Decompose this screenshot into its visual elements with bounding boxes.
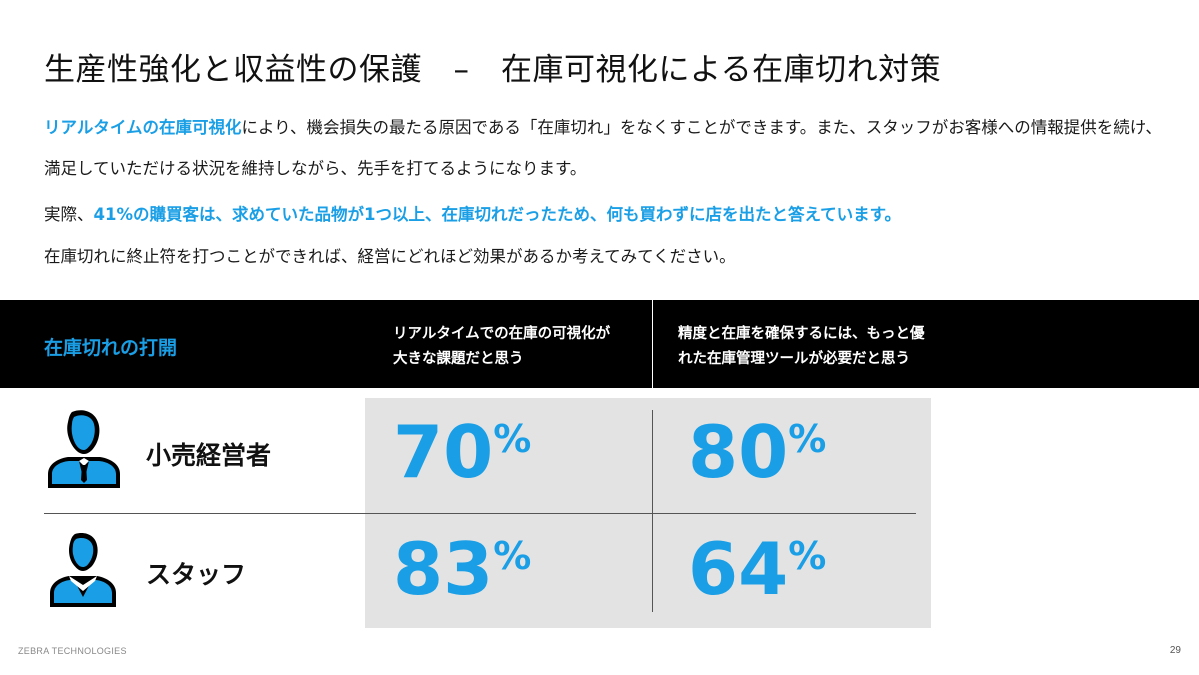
percent-sign: % [788, 417, 827, 461]
intro-paragraph-3: 実際、41%の購買客は、求めていた品物が1つ以上、在庫切れだったため、何も買わず… [44, 201, 901, 225]
table-header-band [0, 300, 1199, 388]
stat-staff-tools: 64% [688, 533, 826, 605]
staff-icon [49, 533, 125, 613]
stat-staff-visibility: 83% [393, 533, 531, 605]
intro-highlight-1: リアルタイムの在庫可視化 [44, 118, 242, 137]
row-label-staff: スタッフ [146, 560, 247, 589]
column-header-1-line-2: 大きな課題だと思う [393, 351, 524, 367]
row-label-manager: 小売経営者 [146, 441, 272, 470]
table-header-label: 在庫切れの打開 [44, 337, 178, 359]
stat-manager-tools: 80% [688, 416, 826, 488]
column-header-1: リアルタイムでの在庫の可視化が 大きな課題だと思う [393, 322, 610, 372]
intro-text-1: により、機会損失の最たる原因である「在庫切れ」をなくすことができます。また、スタ… [241, 118, 1162, 137]
stat-value: 64 [688, 527, 789, 611]
page-title: 生産性強化と収益性の保護 – 在庫可視化による在庫切れ対策 [44, 52, 942, 88]
footer-company: ZEBRA TECHNOLOGIES [18, 646, 127, 656]
column-header-2-line-1: 精度と在庫を確保するには、もっと優 [678, 326, 925, 342]
stat-value: 80 [688, 410, 789, 494]
column-header-2: 精度と在庫を確保するには、もっと優 れた在庫管理ツールが必要だと思う [678, 322, 925, 372]
header-divider [652, 300, 653, 388]
intro-paragraph-2: 満足していただける状況を維持しながら、先手を打てるようになります。 [44, 159, 587, 178]
manager-icon [46, 410, 126, 494]
stat-manager-visibility: 70% [393, 416, 531, 488]
column-divider [652, 410, 653, 612]
intro-highlight-3: 41%の購買客は、求めていた品物が1つ以上、在庫切れだったため、何も買わずに店を… [93, 205, 902, 224]
stat-value: 70 [393, 410, 494, 494]
intro-paragraph-4: 在庫切れに終止符を打つことができれば、経営にどれほど効果があるか考えてみてくださ… [44, 247, 736, 266]
percent-sign: % [493, 417, 532, 461]
row-divider [44, 513, 916, 514]
percent-sign: % [788, 534, 827, 578]
stat-value: 83 [393, 527, 494, 611]
column-header-2-line-2: れた在庫管理ツールが必要だと思う [678, 351, 910, 367]
page-number: 29 [1169, 645, 1181, 656]
column-header-1-line-1: リアルタイムでの在庫の可視化が [393, 326, 611, 342]
intro-paragraph-1: リアルタイムの在庫可視化により、機会損失の最たる原因である「在庫切れ」をなくすこ… [44, 114, 1162, 138]
percent-sign: % [493, 534, 532, 578]
intro-lead-3: 実際、 [44, 205, 94, 224]
